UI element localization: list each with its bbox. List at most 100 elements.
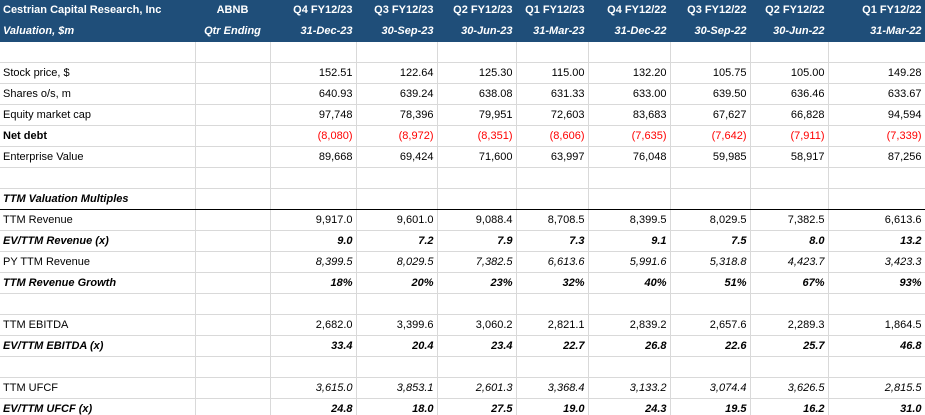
stock-price-row: Stock price, $ 152.51 122.64 125.30 115.00 13… — [0, 62, 925, 84]
empty-cell — [0, 167, 196, 189]
value-cell: 16.2 — [750, 398, 829, 415]
value-cell: 58,917 — [750, 146, 829, 168]
empty-cell — [356, 41, 438, 63]
value-cell: 3,060.2 — [437, 314, 517, 336]
row-label: Stock price, $ — [0, 62, 196, 84]
empty-cell — [670, 356, 751, 378]
value-cell: 149.28 — [828, 62, 925, 84]
empty-cell — [195, 62, 271, 84]
empty-cell — [670, 41, 751, 63]
date-header: 31-Mar-23 — [516, 20, 589, 42]
value-cell: 31.0 — [828, 398, 925, 415]
empty-cell — [195, 398, 271, 415]
empty-cell — [270, 293, 357, 315]
empty-cell — [828, 188, 925, 210]
value-cell: 18% — [270, 272, 357, 294]
empty-cell — [750, 293, 829, 315]
empty-cell — [356, 188, 438, 210]
value-cell: 63,997 — [516, 146, 589, 168]
row-label: Enterprise Value — [0, 146, 196, 168]
empty-cell — [750, 188, 829, 210]
company-name: Cestrian Capital Research, Inc — [0, 0, 196, 21]
empty-cell — [516, 293, 589, 315]
empty-cell — [437, 188, 517, 210]
revenue-growth-row: TTM Revenue Growth 18% 20% 23% 32% 40% 51% 67% 9… — [0, 272, 925, 294]
empty-cell — [828, 41, 925, 63]
value-cell: 22.6 — [670, 335, 751, 357]
value-cell: 5,318.8 — [670, 251, 751, 273]
py-revenue-row: PY TTM Revenue 8,399.5 8,029.5 7,382.5 6,613… — [0, 251, 925, 273]
value-cell: 638.08 — [437, 83, 517, 105]
net-debt-row: Net debt (8,080) (8,972) (8,351) (8,606) (7,6… — [0, 125, 925, 147]
empty-cell — [195, 356, 271, 378]
value-cell: 9.0 — [270, 230, 357, 252]
row-label: Equity market cap — [0, 104, 196, 126]
value-cell: (7,339) — [828, 125, 925, 147]
date-header: 31-Dec-23 — [270, 20, 357, 42]
row-label: TTM Revenue — [0, 209, 196, 231]
value-cell: 67% — [750, 272, 829, 294]
value-cell: 71,600 — [437, 146, 517, 168]
empty-cell — [828, 356, 925, 378]
quarter-header: Q1 FY12/23 — [516, 0, 589, 21]
blank-row — [0, 41, 925, 63]
ttm-ebitda-row: TTM EBITDA 2,682.0 3,399.6 3,060.2 2,821.1 2,… — [0, 314, 925, 336]
value-cell: 2,682.0 — [270, 314, 357, 336]
quarter-header: Q4 FY12/23 — [270, 0, 357, 21]
value-cell: 3,133.2 — [588, 377, 671, 399]
ticker: ABNB — [195, 0, 271, 21]
date-header: 31-Dec-22 — [588, 20, 671, 42]
ev-ufcf-row: EV/TTM UFCF (x) 24.8 18.0 27.5 19.0 24.3 19.5 1… — [0, 398, 925, 415]
empty-cell — [828, 167, 925, 189]
shares-row: Shares o/s, m 640.93 639.24 638.08 631.33 633… — [0, 83, 925, 105]
value-cell: 2,289.3 — [750, 314, 829, 336]
date-header: 30-Jun-22 — [750, 20, 829, 42]
header-row-quarters: Cestrian Capital Research, Inc ABNB Q4 FY1… — [0, 0, 925, 21]
enterprise-value-row: Enterprise Value 89,668 69,424 71,600 63,997… — [0, 146, 925, 168]
value-cell: (8,972) — [356, 125, 438, 147]
ttm-ufcf-row: TTM UFCF 3,615.0 3,853.1 2,601.3 3,368.4 3,13… — [0, 377, 925, 399]
value-cell: (8,351) — [437, 125, 517, 147]
value-cell: 66,828 — [750, 104, 829, 126]
value-cell: 7.3 — [516, 230, 589, 252]
value-cell: 8,029.5 — [356, 251, 438, 273]
empty-cell — [516, 188, 589, 210]
value-cell: 89,668 — [270, 146, 357, 168]
ttm-section-heading: TTM Valuation Multiples — [0, 188, 925, 210]
empty-cell — [195, 104, 271, 126]
value-cell: 640.93 — [270, 83, 357, 105]
empty-cell — [195, 125, 271, 147]
value-cell: 3,615.0 — [270, 377, 357, 399]
value-cell: 13.2 — [828, 230, 925, 252]
empty-cell — [828, 293, 925, 315]
value-cell: 59,985 — [670, 146, 751, 168]
empty-cell — [750, 167, 829, 189]
value-cell: 152.51 — [270, 62, 357, 84]
quarter-header: Q2 FY12/22 — [750, 0, 829, 21]
value-cell: 2,815.5 — [828, 377, 925, 399]
value-cell: 2,839.2 — [588, 314, 671, 336]
row-label: TTM UFCF — [0, 377, 196, 399]
value-cell: (7,635) — [588, 125, 671, 147]
value-cell: 40% — [588, 272, 671, 294]
empty-cell — [437, 41, 517, 63]
empty-cell — [437, 293, 517, 315]
date-header: 30-Sep-22 — [670, 20, 751, 42]
value-cell: 22.7 — [516, 335, 589, 357]
quarter-header: Q1 FY12/22 — [828, 0, 925, 21]
value-cell: 639.50 — [670, 83, 751, 105]
row-label: EV/TTM Revenue (x) — [0, 230, 196, 252]
value-cell: 4,423.7 — [750, 251, 829, 273]
value-cell: 631.33 — [516, 83, 589, 105]
row-label: EV/TTM UFCF (x) — [0, 398, 196, 415]
empty-cell — [195, 83, 271, 105]
empty-cell — [195, 188, 271, 210]
empty-cell — [195, 167, 271, 189]
empty-cell — [0, 41, 196, 63]
empty-cell — [670, 188, 751, 210]
value-cell: 6,613.6 — [828, 209, 925, 231]
empty-cell — [670, 293, 751, 315]
value-cell: (8,080) — [270, 125, 357, 147]
value-cell: 122.64 — [356, 62, 438, 84]
value-cell: 7,382.5 — [750, 209, 829, 231]
